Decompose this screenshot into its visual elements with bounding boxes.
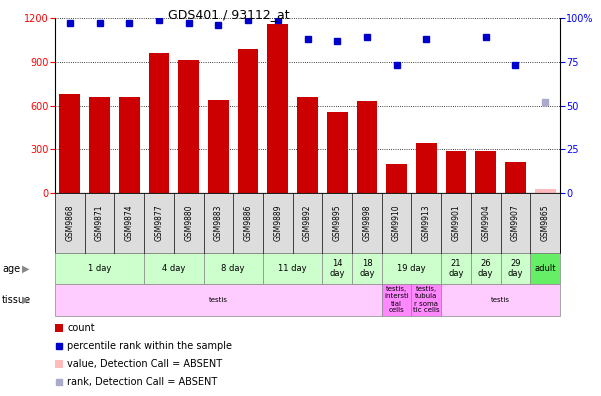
Text: GSM9904: GSM9904	[481, 205, 490, 242]
Text: GSM9901: GSM9901	[451, 205, 460, 241]
Text: testis,
intersti
tial
cells: testis, intersti tial cells	[384, 286, 409, 314]
Bar	[297, 97, 318, 193]
Text: tissue: tissue	[2, 295, 31, 305]
Text: 14
day: 14 day	[329, 259, 345, 278]
Text: testis,
tubula
r soma
tic cells: testis, tubula r soma tic cells	[413, 286, 440, 314]
Text: ▶: ▶	[22, 263, 29, 274]
Text: GSM9889: GSM9889	[273, 205, 282, 241]
Text: 8 day: 8 day	[222, 264, 245, 273]
Text: rank, Detection Call = ABSENT: rank, Detection Call = ABSENT	[67, 377, 217, 387]
Bar	[178, 60, 199, 193]
Bar	[535, 188, 555, 193]
Text: 4 day: 4 day	[162, 264, 186, 273]
Text: age: age	[2, 263, 20, 274]
Bar	[267, 24, 288, 193]
Text: GSM9868: GSM9868	[66, 205, 75, 241]
Text: 26
day: 26 day	[478, 259, 493, 278]
Text: 21
day: 21 day	[448, 259, 464, 278]
Bar	[475, 151, 496, 193]
Text: GSM9880: GSM9880	[184, 205, 193, 241]
Text: GSM9877: GSM9877	[154, 205, 163, 241]
Text: 11 day: 11 day	[278, 264, 307, 273]
Bar	[445, 151, 466, 193]
Text: adult: adult	[534, 264, 556, 273]
Text: ▶: ▶	[22, 295, 29, 305]
Bar	[416, 143, 437, 193]
Text: GSM9874: GSM9874	[125, 205, 134, 241]
Text: GSM9865: GSM9865	[541, 205, 550, 241]
Text: GSM9910: GSM9910	[392, 205, 401, 241]
Text: GSM9895: GSM9895	[333, 205, 342, 241]
Text: value, Detection Call = ABSENT: value, Detection Call = ABSENT	[67, 359, 222, 369]
Bar	[59, 94, 81, 193]
Bar	[505, 162, 526, 193]
Bar	[237, 49, 258, 193]
Text: GSM9898: GSM9898	[362, 205, 371, 241]
Bar	[148, 53, 169, 193]
Bar	[208, 101, 229, 193]
Text: 18
day: 18 day	[359, 259, 374, 278]
Text: 1 day: 1 day	[88, 264, 111, 273]
Bar	[356, 101, 377, 193]
Text: testis: testis	[209, 297, 228, 303]
Text: 19 day: 19 day	[397, 264, 426, 273]
Text: GSM9892: GSM9892	[303, 205, 312, 241]
Bar	[327, 112, 347, 193]
Text: GSM9913: GSM9913	[422, 205, 431, 241]
Text: GSM9883: GSM9883	[214, 205, 223, 241]
Text: count: count	[67, 323, 94, 333]
Text: 29
day: 29 day	[508, 259, 523, 278]
Text: GSM9871: GSM9871	[95, 205, 104, 241]
Bar	[119, 97, 139, 193]
Text: percentile rank within the sample: percentile rank within the sample	[67, 341, 232, 351]
Text: GSM9886: GSM9886	[243, 205, 252, 241]
Text: testis: testis	[491, 297, 510, 303]
Text: GSM9907: GSM9907	[511, 205, 520, 242]
Text: GDS401 / 93112_at: GDS401 / 93112_at	[168, 8, 289, 21]
Bar	[386, 164, 407, 193]
Bar	[89, 97, 110, 193]
